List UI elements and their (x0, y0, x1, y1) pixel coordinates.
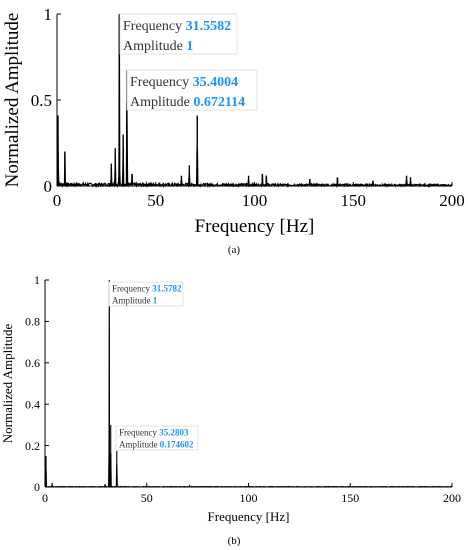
datatip-frequency: Frequency 35.4004 (130, 75, 238, 90)
datatip-frequency: Frequency 31.5582 (123, 19, 231, 34)
x-axis-label: Frequency [Hz] (195, 216, 315, 237)
x-tick-label: 200 (443, 491, 461, 505)
y-tick-label: 0.8 (25, 315, 40, 329)
datatip-amplitude-label: Amplitude (130, 95, 193, 110)
x-tick-label: 50 (141, 491, 153, 505)
chart-panel-a: 0 50 100 150 200 0 0.5 1 Frequency [Hz] Normalize… (2, 5, 465, 237)
datatip-frequency: Frequency 35.2803 (119, 428, 189, 438)
chart-panel-b: 0 50 100 150 200 0 0.2 0.4 0.6 0.8 1 Frequency [Hz]… (0, 273, 461, 524)
y-tick-label: 0.6 (25, 356, 40, 370)
x-tick-label: 100 (240, 491, 258, 505)
x-axis-label: Frequency [Hz] (208, 509, 290, 524)
datatip-frequency-label: Frequency (130, 75, 193, 90)
datatip-amplitude-value: 1 (153, 296, 158, 306)
x-tick-label: 200 (439, 191, 465, 210)
datatip-box (126, 69, 258, 111)
panel-a-caption: (a) (227, 244, 241, 256)
datatip-amplitude-label: Amplitude (119, 440, 160, 450)
datatip-amplitude-value: 1 (186, 39, 193, 54)
datatip-frequency-label: Frequency (123, 19, 186, 34)
datatip-frequency-value: 35.4004 (193, 75, 239, 90)
datatip-amplitude: Amplitude 1 (112, 296, 158, 306)
datatip-amplitude-value: 0.672114 (193, 95, 245, 110)
x-tick-label: 0 (53, 191, 62, 210)
datatip-2: Frequency 35.2803 Amplitude 0.174602 (115, 425, 199, 451)
datatip-1: Frequency 31.5782 Amplitude 1 (108, 281, 184, 307)
y-tick-label: 1 (34, 273, 40, 287)
y-tick-label: 0.2 (25, 439, 40, 453)
datatip-amplitude-value: 0.174602 (160, 440, 194, 450)
datatip-box (119, 13, 238, 55)
panel-b-caption: (b) (227, 535, 241, 547)
x-tick-label: 100 (242, 191, 268, 210)
datatip-box (108, 281, 184, 307)
datatip-frequency-value: 35.2803 (159, 428, 189, 438)
y-tick-label: 0 (34, 480, 40, 494)
datatip-frequency: Frequency 31.5782 (112, 284, 182, 294)
datatip-amplitude-label: Amplitude (123, 39, 186, 54)
y-tick-label: 0.5 (31, 91, 52, 110)
y-tick-label: 1 (44, 5, 53, 24)
datatip-frequency-value: 31.5582 (186, 19, 232, 34)
datatip-frequency-label: Frequency (112, 284, 152, 294)
datatip-amplitude: Amplitude 0.672114 (130, 95, 245, 110)
x-tick-label: 150 (341, 191, 367, 210)
y-axis-label: Normalized Amplitude (2, 13, 23, 188)
spectrum-line (44, 300, 453, 489)
datatip-frequency-label: Frequency (119, 428, 159, 438)
x-tick-label: 0 (42, 491, 48, 505)
datatip-box (115, 425, 199, 451)
datatip-amplitude-label: Amplitude (112, 296, 153, 306)
x-tick-label: 50 (147, 191, 164, 210)
datatip-amplitude: Amplitude 0.174602 (119, 440, 194, 450)
x-tick-label: 150 (341, 491, 359, 505)
datatip-amplitude: Amplitude 1 (123, 39, 193, 54)
y-tick-label: 0.4 (25, 397, 40, 411)
y-axis-label: Normalized Amplitude (0, 324, 15, 444)
datatip-frequency-value: 31.5782 (152, 284, 182, 294)
y-tick-label: 0 (44, 177, 53, 196)
